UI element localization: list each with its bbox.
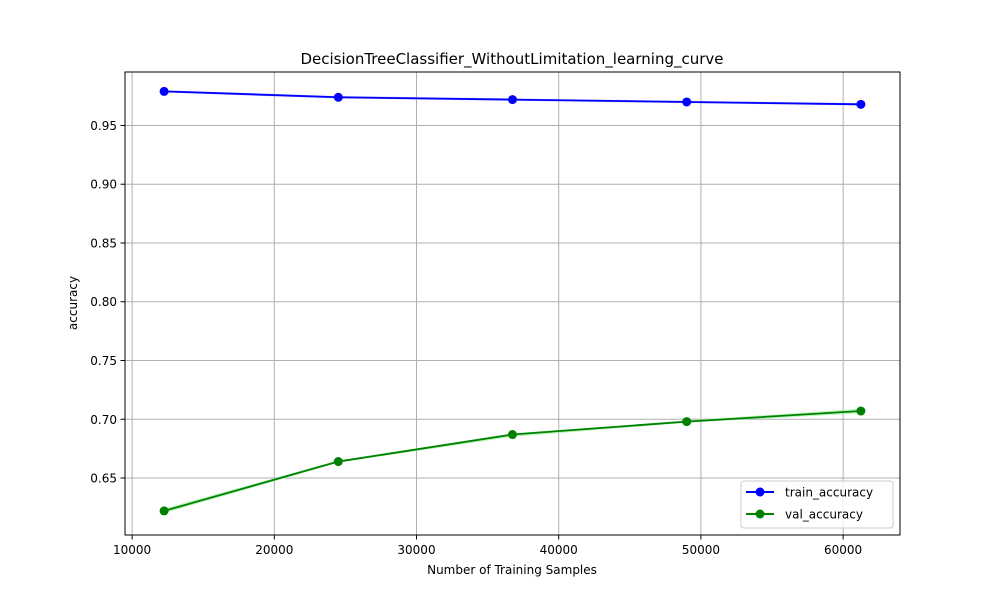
- train-accuracy-point: [856, 99, 866, 109]
- val-accuracy-point: [682, 417, 692, 427]
- y-tick-label: 0.70: [90, 413, 117, 427]
- x-tick-label: 60000: [824, 543, 862, 557]
- legend-val-accuracy-label: val_accuracy: [785, 508, 863, 522]
- train-accuracy-point: [333, 92, 343, 102]
- y-tick-label: 0.75: [90, 354, 117, 368]
- series-points: [159, 86, 866, 516]
- legend-val-accuracy-marker: [755, 509, 765, 519]
- y-tick-label: 0.90: [90, 178, 117, 192]
- y-tick-label: 0.65: [90, 472, 117, 486]
- x-tick-label: 30000: [397, 543, 435, 557]
- y-tick-label: 0.80: [90, 295, 117, 309]
- val-accuracy-point: [159, 506, 169, 516]
- x-tick-label: 50000: [682, 543, 720, 557]
- grid: [125, 72, 900, 535]
- val-accuracy-point: [333, 457, 343, 467]
- x-tick-label: 20000: [255, 543, 293, 557]
- legend-train-accuracy-marker: [755, 487, 765, 497]
- y-tick-label: 0.85: [90, 236, 117, 250]
- x-tick-label: 10000: [113, 543, 151, 557]
- series-lines: [163, 90, 861, 512]
- x-tick-label: 40000: [540, 543, 578, 557]
- y-tick-label: 0.95: [90, 119, 117, 133]
- val-accuracy-point: [856, 406, 866, 416]
- legend-box: [740, 480, 894, 529]
- train-accuracy-point: [682, 97, 692, 107]
- x-axis-label: Number of Training Samples: [427, 563, 597, 577]
- train-accuracy-point: [159, 86, 169, 96]
- y-axis-ticks: 0.65 0.70 0.75 0.80 0.85 0.90 0.95: [90, 119, 125, 486]
- x-axis-ticks: 10000 20000 30000 40000 50000 60000: [113, 535, 862, 557]
- chart-title: DecisionTreeClassifier_WithoutLimitation…: [300, 50, 723, 69]
- val-accuracy-point: [508, 430, 517, 440]
- train-accuracy-point: [508, 95, 517, 105]
- legend-train-accuracy-label: train_accuracy: [785, 486, 873, 500]
- plot-frame: [124, 71, 901, 536]
- legend: train_accuracy val_accuracy: [740, 480, 894, 529]
- y-axis-label: accuracy: [66, 276, 80, 330]
